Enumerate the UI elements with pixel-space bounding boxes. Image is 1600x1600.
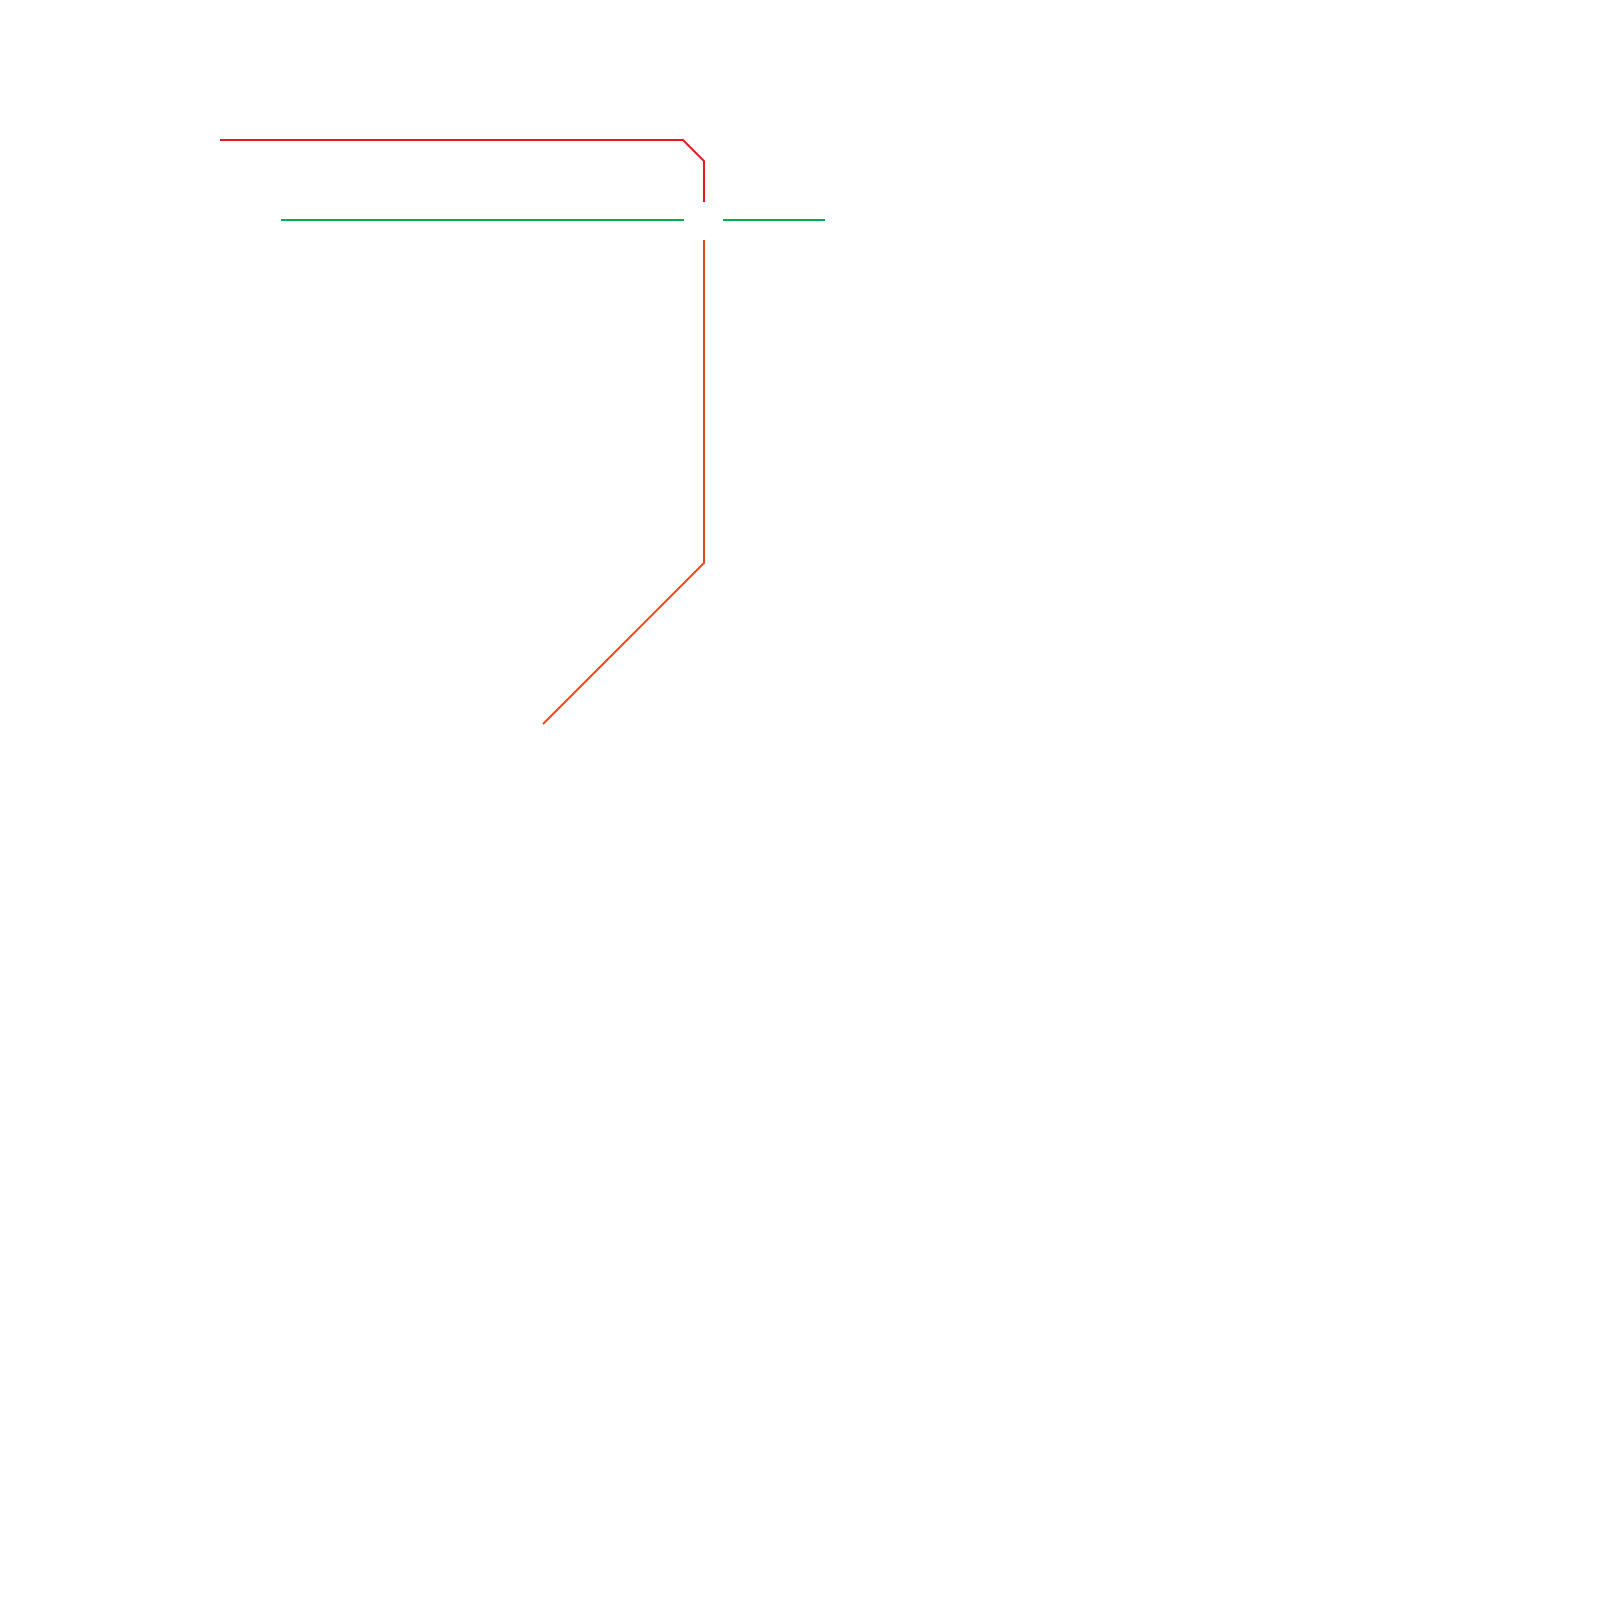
orange-line <box>542 240 705 725</box>
red-line <box>220 139 705 202</box>
